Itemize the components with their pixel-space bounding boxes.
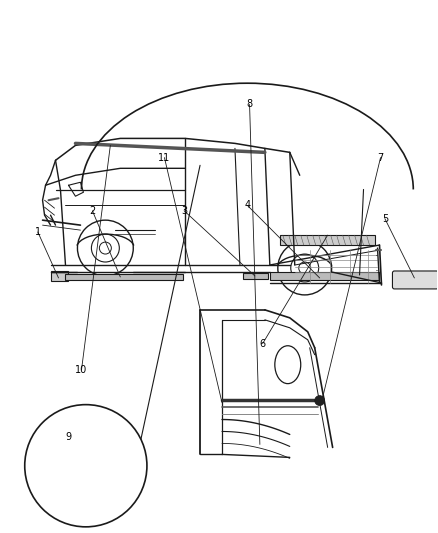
Text: 10: 10: [75, 365, 88, 375]
Text: 8: 8: [247, 100, 253, 109]
Text: 3: 3: [181, 206, 187, 216]
Text: 6: 6: [260, 338, 266, 349]
Text: 2: 2: [89, 206, 95, 216]
Text: 4: 4: [244, 200, 251, 211]
Circle shape: [25, 405, 147, 527]
Bar: [280, 235, 374, 245]
Text: 5: 5: [382, 214, 388, 224]
Bar: [243, 273, 268, 279]
Bar: [270, 272, 379, 280]
Text: 9: 9: [65, 432, 71, 441]
Text: 7: 7: [378, 152, 384, 163]
Text: 11: 11: [158, 152, 170, 163]
Bar: [50, 271, 68, 281]
FancyBboxPatch shape: [392, 271, 438, 289]
Text: 1: 1: [35, 227, 41, 237]
Bar: [66, 274, 183, 280]
Circle shape: [314, 395, 325, 406]
